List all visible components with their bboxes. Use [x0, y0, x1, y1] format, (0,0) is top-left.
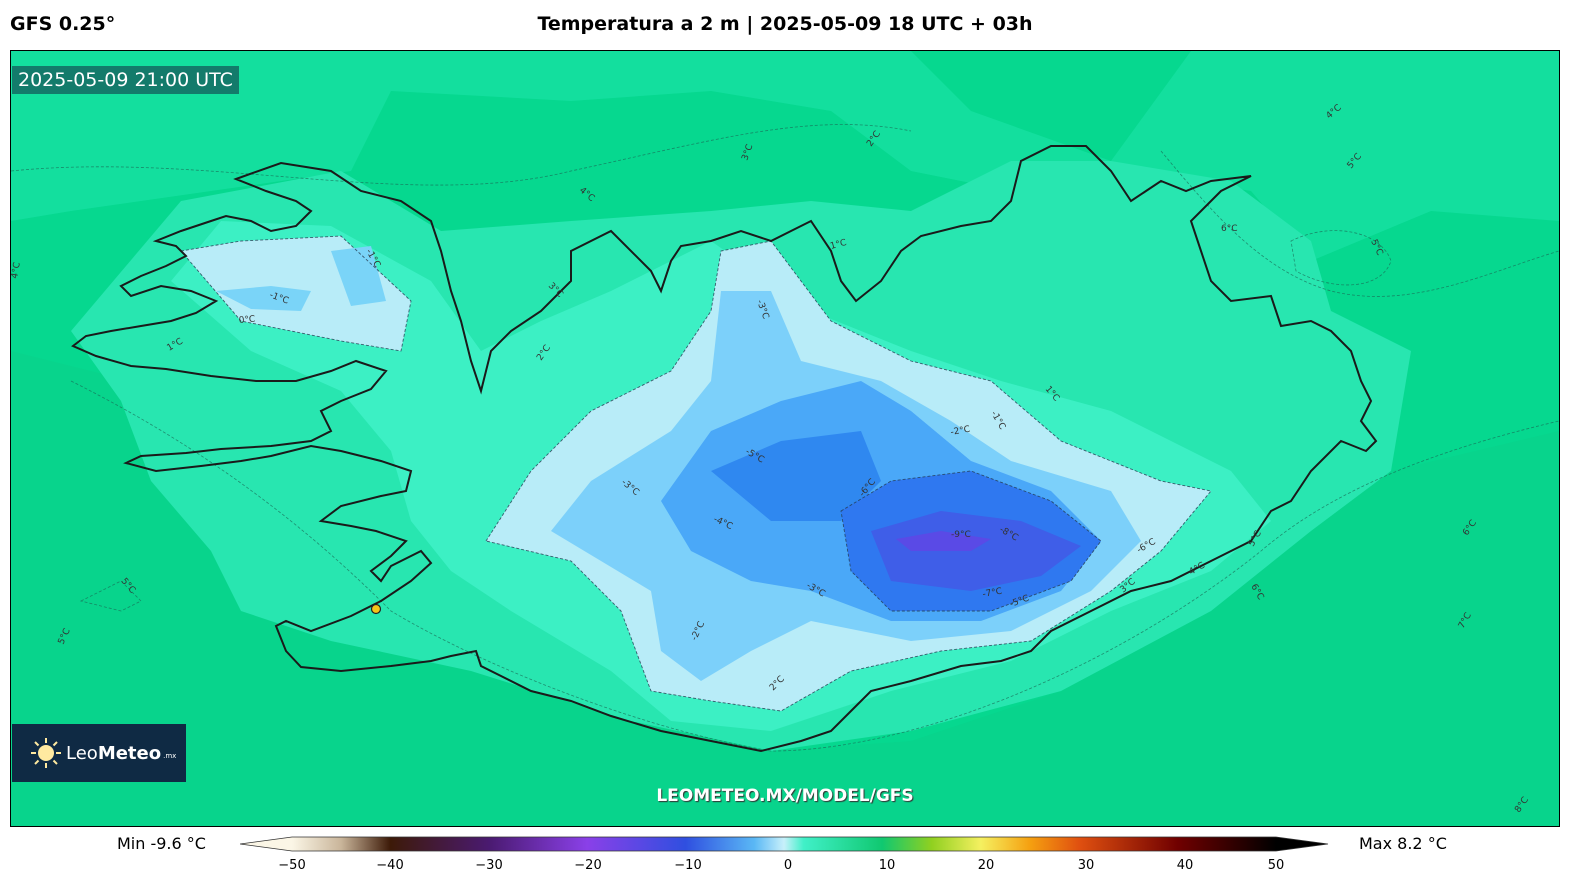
temperature-map[interactable]: -1°C -1°C 0°C 1°C 2°C 3°C 4°C 5°C 6°C 5°…	[10, 50, 1560, 827]
westfjords-colder-patch	[216, 286, 311, 311]
colorbar-tick: −10	[674, 858, 702, 873]
colorbar-min-label: Min -9.6 °C	[117, 834, 206, 853]
colorbar-tick: 20	[977, 858, 995, 873]
logo-wordmark: LeoMeteo	[66, 743, 161, 764]
contour-label: 1°C	[829, 238, 848, 252]
colorbar-tick: 0	[783, 858, 793, 873]
interior-cold-core-west	[711, 431, 881, 521]
contour-label: 0°C	[238, 315, 255, 326]
contour-label: -9°C	[951, 530, 971, 540]
westfjords-colder-patch-2	[331, 246, 386, 306]
vatnajokull-colder-core	[871, 511, 1081, 591]
colorbar-tick: 10	[878, 858, 896, 873]
model-label: GFS 0.25°	[10, 13, 116, 35]
chart-title: Temperatura a 2 m | 2025-05-09 18 UTC + …	[537, 13, 1033, 35]
colorbar-tick: −40	[376, 858, 404, 873]
logo-tld: .mx	[163, 752, 177, 760]
colorbar	[240, 836, 1329, 852]
colorbar-tick: 50	[1267, 858, 1285, 873]
logo-name-light: Leo	[66, 742, 98, 764]
contour-label: -7°C	[982, 587, 1003, 600]
colorbar-tick: 40	[1176, 858, 1194, 873]
site-watermark: LEOMETEO.MX/MODEL/GFS	[656, 786, 914, 806]
warm-band-south	[11, 351, 1559, 826]
colorbar-tick: −30	[475, 858, 503, 873]
valid-time-badge: 2025-05-09 21:00 UTC	[12, 66, 239, 94]
contour-label: 4°C	[11, 262, 23, 280]
colorbar-max-label: Max 8.2 °C	[1359, 834, 1447, 853]
leometeo-logo[interactable]: LeoMeteo .mx	[12, 724, 186, 782]
contour-lines-cold	[180, 235, 1212, 712]
coastline	[71, 145, 1378, 753]
map-canvas: -1°C -1°C 0°C 1°C 2°C 3°C 4°C 5°C 6°C 5°…	[11, 51, 1559, 826]
colorbar-tick: 30	[1077, 858, 1095, 873]
city-marker[interactable]	[370, 603, 382, 615]
colorbar-tick: −20	[574, 858, 602, 873]
contour-lines	[11, 124, 1559, 752]
vatnajokull-min-core	[896, 531, 991, 551]
colorbar-fill	[240, 836, 1329, 852]
warm-band-north	[11, 51, 1559, 261]
colorbar-tick: −50	[278, 858, 306, 873]
logo-name-bold: Meteo	[97, 742, 162, 764]
contour-label: -2°C	[950, 425, 971, 438]
sun-icon	[30, 737, 62, 769]
contour-label: 6°C	[1221, 224, 1238, 234]
